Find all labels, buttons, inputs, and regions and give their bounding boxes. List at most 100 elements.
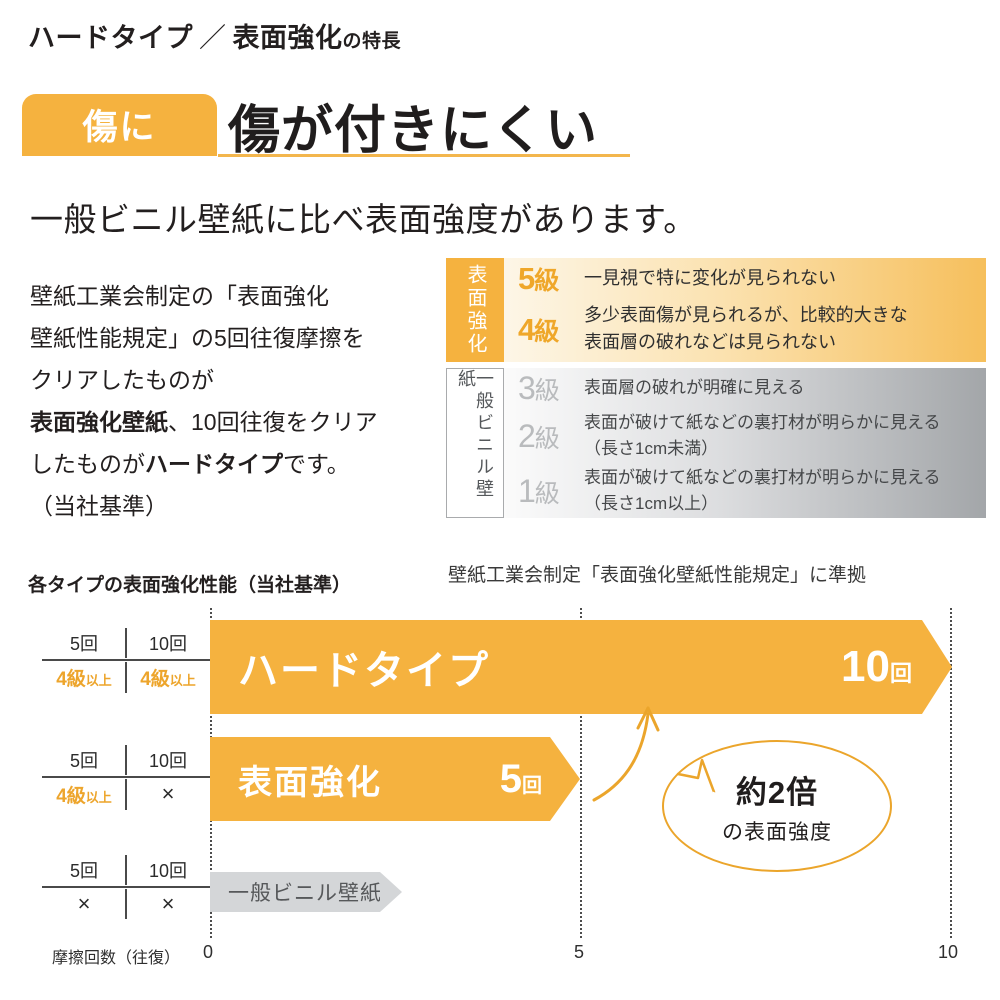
key-header-10: 10回 [148, 861, 188, 881]
grade-level: 1級 [518, 475, 584, 507]
grade-table: 表面強化 5級 一見視で特に変化が見られない 4級 多少表面傷が見られるが、比較… [446, 258, 986, 518]
lead-term-surface-reinforced: 表面強化壁紙 [30, 409, 168, 435]
grade-group-surface-reinforced: 表面強化 5級 一見視で特に変化が見られない 4級 多少表面傷が見られるが、比較… [446, 258, 986, 362]
annotation-arrow-icon [592, 706, 660, 802]
grade-group-label-gray: 一般ビニル壁紙 [456, 369, 494, 501]
grade-level-unit: 級 [534, 266, 559, 295]
chart-bar-value-unit: 回 [889, 661, 912, 686]
gridline-10 [950, 608, 952, 938]
lead-line-4-rest: 、10回往復をクリア [168, 409, 378, 435]
key-result-5: 4級以上 [42, 662, 126, 693]
chart-bar-body: ハードタイプ 10回 [210, 620, 922, 714]
key-rule [42, 886, 210, 888]
grade-level: 4級 [518, 314, 584, 345]
grade-level: 2級 [518, 420, 584, 452]
key-result-10-text: 4級以上 [140, 669, 196, 690]
headline-badge-label: 傷に [82, 107, 157, 147]
chart-bar-hard-type: ハードタイプ 10回 [210, 620, 952, 714]
grade-level-unit: 級 [534, 425, 560, 453]
key-result-10: 4級以上 [126, 662, 210, 693]
grade-level-number: 5 [518, 260, 535, 296]
annotation-bubble-headline: 約2倍 [735, 774, 819, 810]
key-header-5: 5回 [69, 751, 98, 771]
annotation-bubble-tail-icon [676, 758, 723, 801]
grade-group-label-cell-gray: 一般ビニル壁紙 [446, 368, 504, 518]
key-header-10: 10回 [148, 634, 188, 654]
chart-bar-value-unit: 回 [522, 774, 542, 797]
table-row: 1級 表面が破けて紙などの裏打材が明らかに見える （長さ1cm以上） [504, 464, 986, 518]
grade-group-label-cell-orange: 表面強化 [446, 258, 504, 362]
chart-key-surface-reinforced: 5回 10回 4級以上 × [42, 745, 210, 810]
grade-table-footnote: 壁紙工業会制定「表面強化壁紙性能規定」に準拠 [448, 565, 867, 586]
chart-xtick-0: 0 [203, 942, 214, 962]
lead-line-1: 壁紙工業会制定の「表面強化 [30, 283, 329, 309]
table-row: 3級 表面層の破れが明確に見える [504, 368, 986, 408]
kicker-right-term: 表面強化 [232, 23, 343, 53]
grade-description: 一見視で特に変化が見られない [584, 267, 836, 288]
headline-underline [218, 154, 630, 157]
chart-title: 各タイプの表面強化性能（当社基準） [28, 575, 352, 596]
grade-level-unit: 級 [534, 480, 560, 508]
key-header-10: 10回 [148, 751, 188, 771]
chart-bar-value-number: 5 [499, 756, 522, 801]
chart-bar-body: 一般ビニル壁紙 [210, 872, 382, 912]
grade-rows-gray: 3級 表面層の破れが明確に見える 2級 表面が破けて紙などの裏打材が明らかに見え… [504, 368, 986, 518]
key-result-5-text: 4級以上 [56, 786, 112, 807]
chart-bar-arrow-tip [380, 872, 402, 912]
key-result-5: 4級以上 [42, 779, 126, 810]
grade-group-label-orange: 表面強化 [464, 264, 486, 356]
chart-key-general-vinyl: 5回 10回 × × [42, 855, 210, 919]
grade-level-unit: 級 [534, 377, 560, 405]
chart-bar-surface-reinforced: 表面強化 5回 [210, 737, 580, 821]
grade-description: 多少表面傷が見られるが、比較的大きな 表面層の破れなどは見られない [584, 305, 908, 352]
page-title: 傷が付きにくい [228, 102, 598, 160]
chart-bar-value-number: 10 [841, 642, 890, 691]
chart-xtick-5: 5 [574, 942, 585, 962]
page-kicker: ハードタイプ／表面強化の特長 [28, 16, 401, 55]
grade-description: 表面が破けて紙などの裏打材が明らかに見える （長さ1cm以上） [584, 468, 941, 513]
chart-key-hard-type: 5回 10回 4級以上 4級以上 [42, 628, 210, 693]
page-subtitle: 一般ビニル壁紙に比べ表面強度があります。 [30, 201, 697, 238]
grade-level: 3級 [518, 372, 584, 404]
key-rule [42, 659, 210, 661]
grade-level-number: 4 [518, 311, 535, 347]
chart-xtick-10: 10 [938, 942, 959, 962]
key-divider [125, 662, 127, 693]
grade-level-number: 2 [518, 418, 536, 454]
table-row: 2級 表面が破けて紙などの裏打材が明らかに見える （長さ1cm未満） [504, 408, 986, 464]
key-divider [125, 745, 127, 775]
grade-row: 4級 多少表面傷が見られるが、比較的大きな 表面層の破れなどは見られない [504, 298, 986, 360]
key-result-5-text: 4級以上 [56, 669, 112, 690]
chart-bar-body: 表面強化 5回 [210, 737, 550, 821]
key-result-5: × [77, 891, 91, 916]
key-result-10: × [161, 891, 175, 916]
key-divider [125, 628, 127, 658]
key-divider [125, 779, 127, 810]
lead-line-3: クリアしたものが [30, 367, 214, 393]
lead-paragraph: 壁紙工業会制定の「表面強化 壁紙性能規定」の5回往復摩擦を クリアしたものが 表… [30, 275, 450, 527]
kicker-slash: ／ [199, 23, 227, 53]
chart-bar-label: 一般ビニル壁紙 [228, 882, 382, 905]
grade-level: 5級 [518, 263, 584, 294]
grade-description: 表面が破けて紙などの裏打材が明らかに見える （長さ1cm未満） [584, 413, 941, 458]
annotation-bubble-subtext: の表面強度 [722, 820, 832, 844]
lead-line-6: （当社基準） [30, 493, 168, 519]
grade-group-general-vinyl: 一般ビニル壁紙 3級 表面層の破れが明確に見える 2級 表面が破けて紙などの裏打… [446, 368, 986, 518]
lead-line-5-pre: したものが [30, 451, 145, 477]
grade-level-unit: 級 [534, 317, 559, 346]
lead-line-2: 壁紙性能規定」の5回往復摩擦を [30, 325, 365, 351]
grade-description: 表面層の破れが明確に見える [584, 378, 805, 397]
chart-bar-arrow-tip [922, 620, 952, 714]
grade-row: 5級 一見視で特に変化が見られない [504, 258, 986, 298]
grade-level-number: 1 [518, 473, 536, 509]
chart-bar-value: 10回 [841, 642, 912, 692]
headline-badge: 傷に [22, 94, 217, 156]
chart-bar-label: 表面強化 [238, 763, 382, 802]
chart-bar-general-vinyl: 一般ビニル壁紙 [210, 872, 402, 912]
kicker-left-term: ハードタイプ [28, 23, 193, 53]
lead-term-hard-type: ハードタイプ [145, 451, 283, 477]
key-divider [125, 889, 127, 919]
lead-line-5-post: です。 [283, 451, 350, 477]
key-header-5: 5回 [69, 861, 98, 881]
